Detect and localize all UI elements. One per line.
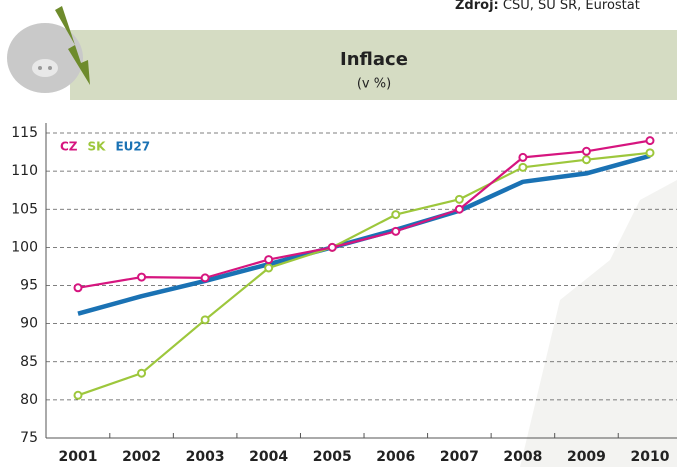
y-tick-label: 90 — [20, 316, 38, 332]
data-point — [581, 146, 591, 156]
y-tick-label: 115 — [11, 125, 38, 141]
x-tick-label: 2010 — [631, 449, 670, 465]
data-point — [73, 283, 83, 293]
y-tick-label: 110 — [11, 163, 38, 179]
data-point — [454, 204, 464, 214]
x-tick-label: 2008 — [503, 449, 542, 465]
data-point — [327, 242, 337, 252]
header-band — [70, 30, 677, 100]
y-tick-label: 95 — [20, 278, 38, 294]
x-tick-label: 2004 — [249, 449, 288, 465]
data-point — [137, 368, 147, 378]
data-point — [200, 273, 210, 283]
legend-label: CZ — [60, 140, 78, 154]
series-line — [77, 153, 651, 316]
data-point — [391, 226, 401, 236]
y-tick-label: 80 — [20, 392, 38, 408]
source-label: Zdroj: — [455, 0, 499, 13]
data-point — [264, 255, 274, 265]
data-point — [200, 315, 210, 325]
x-tick-label: 2003 — [186, 449, 225, 465]
y-tick-label: 105 — [11, 201, 38, 217]
data-point — [518, 162, 528, 172]
data-point — [137, 272, 147, 282]
data-point — [73, 390, 83, 400]
x-tick-label: 2009 — [567, 449, 606, 465]
data-point — [581, 155, 591, 165]
y-tick-label: 85 — [20, 354, 38, 370]
x-tick-label: 2006 — [376, 449, 415, 465]
x-tick-label: 2007 — [440, 449, 479, 465]
data-point — [645, 148, 655, 158]
data-point — [264, 263, 274, 273]
data-point — [645, 136, 655, 146]
legend-label: SK — [88, 140, 107, 154]
map-background — [520, 180, 677, 467]
series-line — [77, 151, 651, 397]
chart-title: Inflace — [340, 49, 408, 70]
x-tick-label: 2005 — [313, 449, 352, 465]
source-text: ČSÚ, ŠÚ SR, Eurostat — [503, 0, 640, 13]
y-tick-label: 75 — [20, 430, 38, 446]
legend-label: EU27 — [115, 140, 150, 154]
series-line — [77, 139, 651, 289]
y-tick-label: 100 — [11, 239, 38, 255]
chart-subtitle: (v %) — [357, 77, 391, 92]
data-point — [518, 152, 528, 162]
data-point — [454, 194, 464, 204]
x-tick-label: 2002 — [122, 449, 161, 465]
piggy-icon — [7, 6, 90, 93]
data-point — [391, 210, 401, 220]
source: Zdroj: ČSÚ, ŠÚ SR, Eurostat — [455, 0, 640, 13]
x-tick-label: 2001 — [59, 449, 98, 465]
